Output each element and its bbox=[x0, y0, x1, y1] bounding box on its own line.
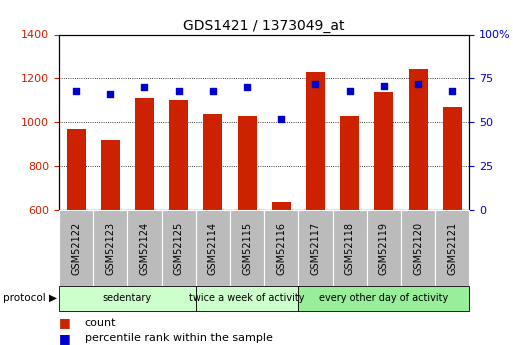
Point bbox=[106, 91, 114, 97]
Bar bbox=[238, 116, 256, 210]
Bar bbox=[306, 72, 325, 210]
Point bbox=[448, 88, 457, 93]
Text: GSM52117: GSM52117 bbox=[310, 222, 321, 275]
Point bbox=[414, 81, 422, 87]
Bar bbox=[409, 69, 427, 210]
Text: count: count bbox=[85, 318, 116, 327]
Point bbox=[346, 88, 354, 93]
Point bbox=[174, 88, 183, 93]
Text: sedentary: sedentary bbox=[103, 294, 152, 303]
Bar bbox=[135, 98, 154, 210]
Point bbox=[277, 116, 285, 122]
Point bbox=[209, 88, 217, 93]
Text: GSM52119: GSM52119 bbox=[379, 222, 389, 275]
Text: GSM52121: GSM52121 bbox=[447, 222, 457, 275]
Point bbox=[311, 81, 320, 87]
Bar bbox=[67, 129, 86, 210]
Text: GSM52123: GSM52123 bbox=[105, 222, 115, 275]
Text: GSM52124: GSM52124 bbox=[140, 222, 149, 275]
Text: every other day of activity: every other day of activity bbox=[319, 294, 448, 303]
Bar bbox=[272, 201, 291, 210]
Text: GSM52114: GSM52114 bbox=[208, 222, 218, 275]
Point bbox=[380, 83, 388, 88]
Text: ■: ■ bbox=[59, 332, 71, 345]
Text: GSM52125: GSM52125 bbox=[174, 222, 184, 275]
Text: ■: ■ bbox=[59, 316, 71, 329]
Bar bbox=[204, 114, 222, 210]
Text: GSM52115: GSM52115 bbox=[242, 222, 252, 275]
Bar bbox=[169, 100, 188, 210]
Bar bbox=[374, 92, 393, 210]
Bar bbox=[340, 116, 359, 210]
Text: GSM52116: GSM52116 bbox=[277, 222, 286, 275]
Text: twice a week of activity: twice a week of activity bbox=[189, 294, 305, 303]
Bar bbox=[101, 140, 120, 210]
Title: GDS1421 / 1373049_at: GDS1421 / 1373049_at bbox=[184, 19, 345, 33]
Text: percentile rank within the sample: percentile rank within the sample bbox=[85, 333, 272, 343]
Bar bbox=[443, 107, 462, 210]
Text: GSM52120: GSM52120 bbox=[413, 222, 423, 275]
Point bbox=[243, 85, 251, 90]
Text: GSM52118: GSM52118 bbox=[345, 222, 354, 275]
Text: protocol ▶: protocol ▶ bbox=[3, 294, 56, 303]
Text: GSM52122: GSM52122 bbox=[71, 222, 81, 275]
Point bbox=[141, 85, 149, 90]
Point bbox=[72, 88, 80, 93]
